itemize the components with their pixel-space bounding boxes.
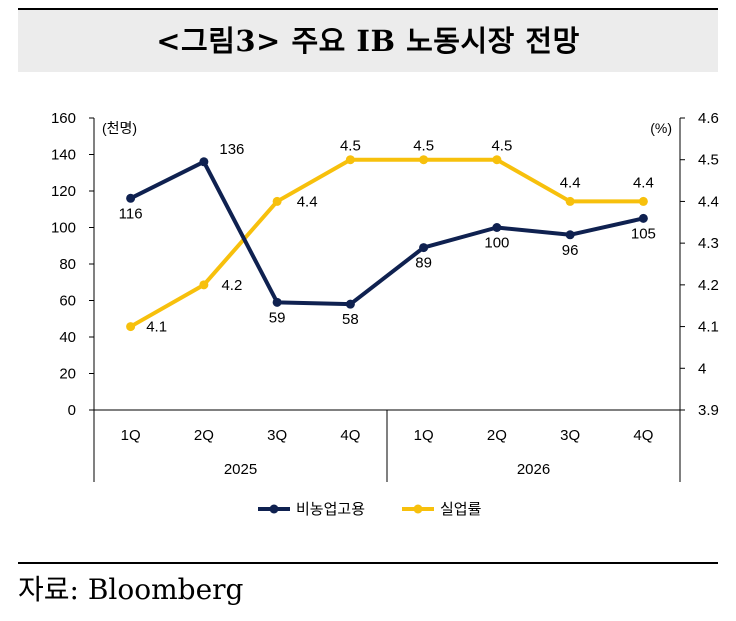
payrolls-point (126, 193, 136, 203)
legend-payrolls-marker (269, 504, 279, 514)
unemployment-point (638, 196, 648, 206)
payrolls-point (565, 230, 575, 240)
payrolls-point (199, 157, 209, 167)
x-tick-label: 4Q (633, 427, 653, 444)
x-tick-label: 3Q (267, 427, 287, 444)
payrolls-series-line (128, 159, 646, 307)
right-tick-label: 4 (698, 360, 706, 377)
year-group-label: 2025 (224, 461, 257, 478)
unemployment-point (419, 155, 429, 165)
right-tick-label: 4.3 (698, 235, 719, 252)
unemployment-data-label: 4.1 (146, 319, 167, 336)
payrolls-point (272, 297, 282, 307)
unemployment-point (199, 280, 209, 290)
legend-unemployment-marker (413, 504, 423, 514)
left-tick-label: 140 (51, 147, 76, 164)
payrolls-point (419, 243, 429, 253)
right-tick-label: 4.6 (698, 110, 719, 127)
right-tick-label: 4.1 (698, 319, 719, 336)
left-tick-label: 60 (59, 293, 76, 310)
source-note: 자료: Bloomberg (18, 573, 244, 606)
legend-payrolls-label: 비농업고용 (296, 500, 365, 518)
chart-area: 0 20 40 60 80 100 120 140 160 3.9 4 4.1 4.2 4.3 4.4 4.5… (51, 110, 719, 518)
x-tick-label: 4Q (340, 427, 360, 444)
unemployment-series-line (128, 157, 646, 329)
payrolls-data-label: 105 (631, 225, 656, 242)
right-tick-label: 4.4 (698, 193, 719, 210)
unemployment-data-label: 4.5 (491, 138, 512, 155)
left-tick-label: 160 (51, 110, 76, 127)
unemployment-point (272, 196, 282, 206)
top-rule (18, 8, 718, 10)
payrolls-data-label: 116 (119, 205, 143, 222)
legend-unemployment-name: 실업률 (440, 500, 482, 518)
unemployment-data-label: 4.4 (560, 174, 581, 191)
payrolls-data-label: 59 (269, 309, 286, 326)
right-tick-label: 4.2 (698, 277, 719, 294)
x-tick-label: 1Q (121, 427, 141, 444)
unemployment-point (492, 155, 502, 165)
right-axis-unit: (%) (650, 120, 672, 136)
unemployment-data-label: 4.2 (221, 277, 242, 294)
unemployment-data-label: 4.4 (633, 174, 654, 191)
unemployment-point (126, 322, 136, 332)
x-tick-label: 2Q (487, 427, 507, 444)
x-tick-label: 2Q (194, 427, 214, 444)
payrolls-data-label: 96 (562, 242, 579, 259)
year-group-label: 2026 (517, 461, 550, 478)
x-tick-label: 1Q (414, 427, 434, 444)
payrolls-point (492, 223, 502, 232)
right-tick-label: 3.9 (698, 402, 719, 419)
payrolls-point (345, 299, 355, 309)
payrolls-data-label: 89 (415, 255, 432, 272)
payrolls-data-label: 58 (342, 311, 359, 328)
unemployment-point (565, 196, 575, 206)
bottom-rule (18, 562, 718, 564)
payrolls-data-label: 136 (219, 141, 244, 158)
unemployment-data-label: 4.5 (340, 138, 361, 155)
unemployment-data-label: 4.4 (297, 193, 318, 210)
left-tick-label: 80 (59, 256, 76, 273)
x-tick-label: 3Q (560, 427, 580, 444)
right-tick-label: 4.5 (698, 152, 719, 169)
left-tick-label: 0 (68, 402, 76, 419)
payrolls-point (638, 213, 648, 223)
title-band: <그림3> 주요 IB 노동시장 전망 (18, 10, 718, 72)
left-tick-label: 100 (51, 220, 76, 237)
left-axis-unit: (천명) (102, 120, 137, 136)
payrolls-data-label: 100 (484, 235, 509, 252)
chart-title: <그림3> 주요 IB 노동시장 전망 (156, 24, 580, 58)
unemployment-point (345, 155, 355, 165)
left-tick-label: 40 (59, 329, 76, 346)
unemployment-data-label: 4.5 (413, 138, 434, 155)
left-tick-label: 120 (51, 183, 76, 200)
left-tick-label: 20 (59, 366, 76, 383)
